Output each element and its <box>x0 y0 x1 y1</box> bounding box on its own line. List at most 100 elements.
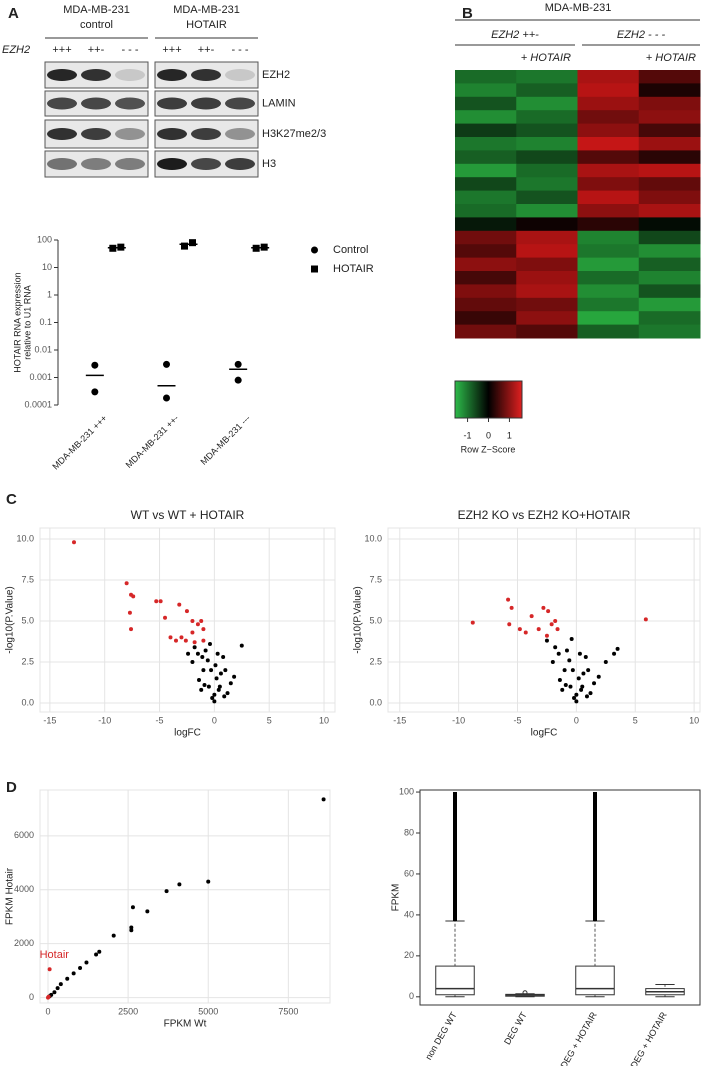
point <box>197 678 202 683</box>
panel-label: C <box>6 491 17 508</box>
heatmap-cell <box>455 177 517 192</box>
heatmap-cell <box>638 163 701 178</box>
heatmap-cell <box>577 150 640 165</box>
plot-frame <box>419 789 701 1006</box>
chart-title: WT vs WT + HOTAIR <box>131 508 245 522</box>
heatmap-cell <box>516 204 578 218</box>
point <box>239 643 244 648</box>
point <box>536 627 541 632</box>
band <box>81 158 111 170</box>
point <box>199 687 204 692</box>
level-label: - - - <box>121 44 138 56</box>
x-tick-label: non DEG + HOTAIR <box>550 1010 599 1066</box>
heatmap-cell <box>455 96 517 111</box>
point <box>145 909 150 914</box>
point <box>612 651 617 656</box>
point <box>173 638 178 643</box>
point <box>509 605 514 610</box>
point <box>592 681 597 686</box>
point <box>218 671 223 676</box>
point <box>207 641 212 646</box>
heatmap-cell <box>638 311 701 326</box>
heatmap-cell <box>455 257 517 272</box>
band <box>157 128 187 140</box>
point <box>201 627 206 632</box>
heatmap-cell <box>455 324 517 339</box>
point <box>210 696 215 701</box>
point <box>576 676 581 681</box>
x-tick-label: DEG + HOTAIR <box>629 1010 669 1066</box>
point <box>564 648 569 653</box>
point <box>214 676 219 681</box>
level-label: +++ <box>52 44 71 56</box>
band <box>157 69 187 81</box>
point <box>190 630 195 635</box>
band-label: EZH2 <box>262 69 290 81</box>
heatmap-cell <box>516 190 578 205</box>
heatmap-cell <box>516 297 578 312</box>
x-tick-label: 5000 <box>198 1006 218 1016</box>
point <box>570 668 575 673</box>
point <box>550 659 555 664</box>
heatmap-group: EZH2 - - - <box>617 29 666 41</box>
point <box>55 986 60 991</box>
y-axis-label: FPKM <box>391 884 402 912</box>
y-tick-label: 10.0 <box>16 533 34 543</box>
heatmap-cell <box>455 297 517 312</box>
heatmap-cell <box>638 123 701 138</box>
point <box>588 691 593 696</box>
y-tick-label: 2.5 <box>21 656 34 666</box>
heatmap-cell <box>455 70 517 84</box>
point <box>65 976 70 981</box>
y-tick-label: 10.0 <box>364 533 382 543</box>
y-tick-label: 7.5 <box>369 574 382 584</box>
panel-label: B <box>462 5 473 22</box>
heatmap-cell <box>455 163 517 178</box>
point <box>164 889 169 894</box>
heatmap-cell <box>516 311 578 326</box>
x-tick-label: non DEG WT <box>423 1010 459 1062</box>
heatmap-cell <box>516 244 578 259</box>
x-axis-label: logFC <box>531 728 558 739</box>
point <box>223 668 228 673</box>
point <box>163 394 170 402</box>
heatmap-cell <box>455 230 517 245</box>
point <box>569 637 574 642</box>
heatmap-cell <box>516 177 578 192</box>
x-tick-label: 0 <box>212 715 217 725</box>
heatmap-cell <box>638 70 701 84</box>
point <box>183 638 188 643</box>
heatmap-cell <box>455 244 517 259</box>
y-tick-label: 7.5 <box>21 574 34 584</box>
x-tick-label: 5 <box>267 715 272 725</box>
point <box>541 605 546 610</box>
level-label: +++ <box>162 44 181 56</box>
point <box>506 597 511 602</box>
y-tick-label: 0.01 <box>34 344 52 354</box>
heatmap-cell <box>638 137 701 151</box>
legend-title: Row Z−Score <box>461 444 516 454</box>
level-label: ++- <box>88 44 105 56</box>
point <box>84 960 89 965</box>
x-tick-label: 0 <box>46 1006 51 1016</box>
point <box>212 699 217 704</box>
band <box>47 128 77 140</box>
point <box>200 655 205 660</box>
band <box>225 128 255 140</box>
band <box>115 97 145 110</box>
point <box>225 691 230 696</box>
y-tick-label: 0.0 <box>369 697 382 707</box>
heatmap-cell <box>516 217 578 232</box>
point <box>177 602 182 607</box>
legend-tick-label: 0 <box>486 430 491 440</box>
band <box>191 97 221 110</box>
band <box>157 97 187 110</box>
point <box>190 659 195 664</box>
x-tick-label: -5 <box>514 715 522 725</box>
heatmap-cell <box>638 204 701 218</box>
point <box>131 594 136 599</box>
band <box>157 158 187 170</box>
heatmap-cell <box>516 150 578 165</box>
treatment-label: + HOTAIR <box>521 52 571 64</box>
point <box>567 658 572 663</box>
